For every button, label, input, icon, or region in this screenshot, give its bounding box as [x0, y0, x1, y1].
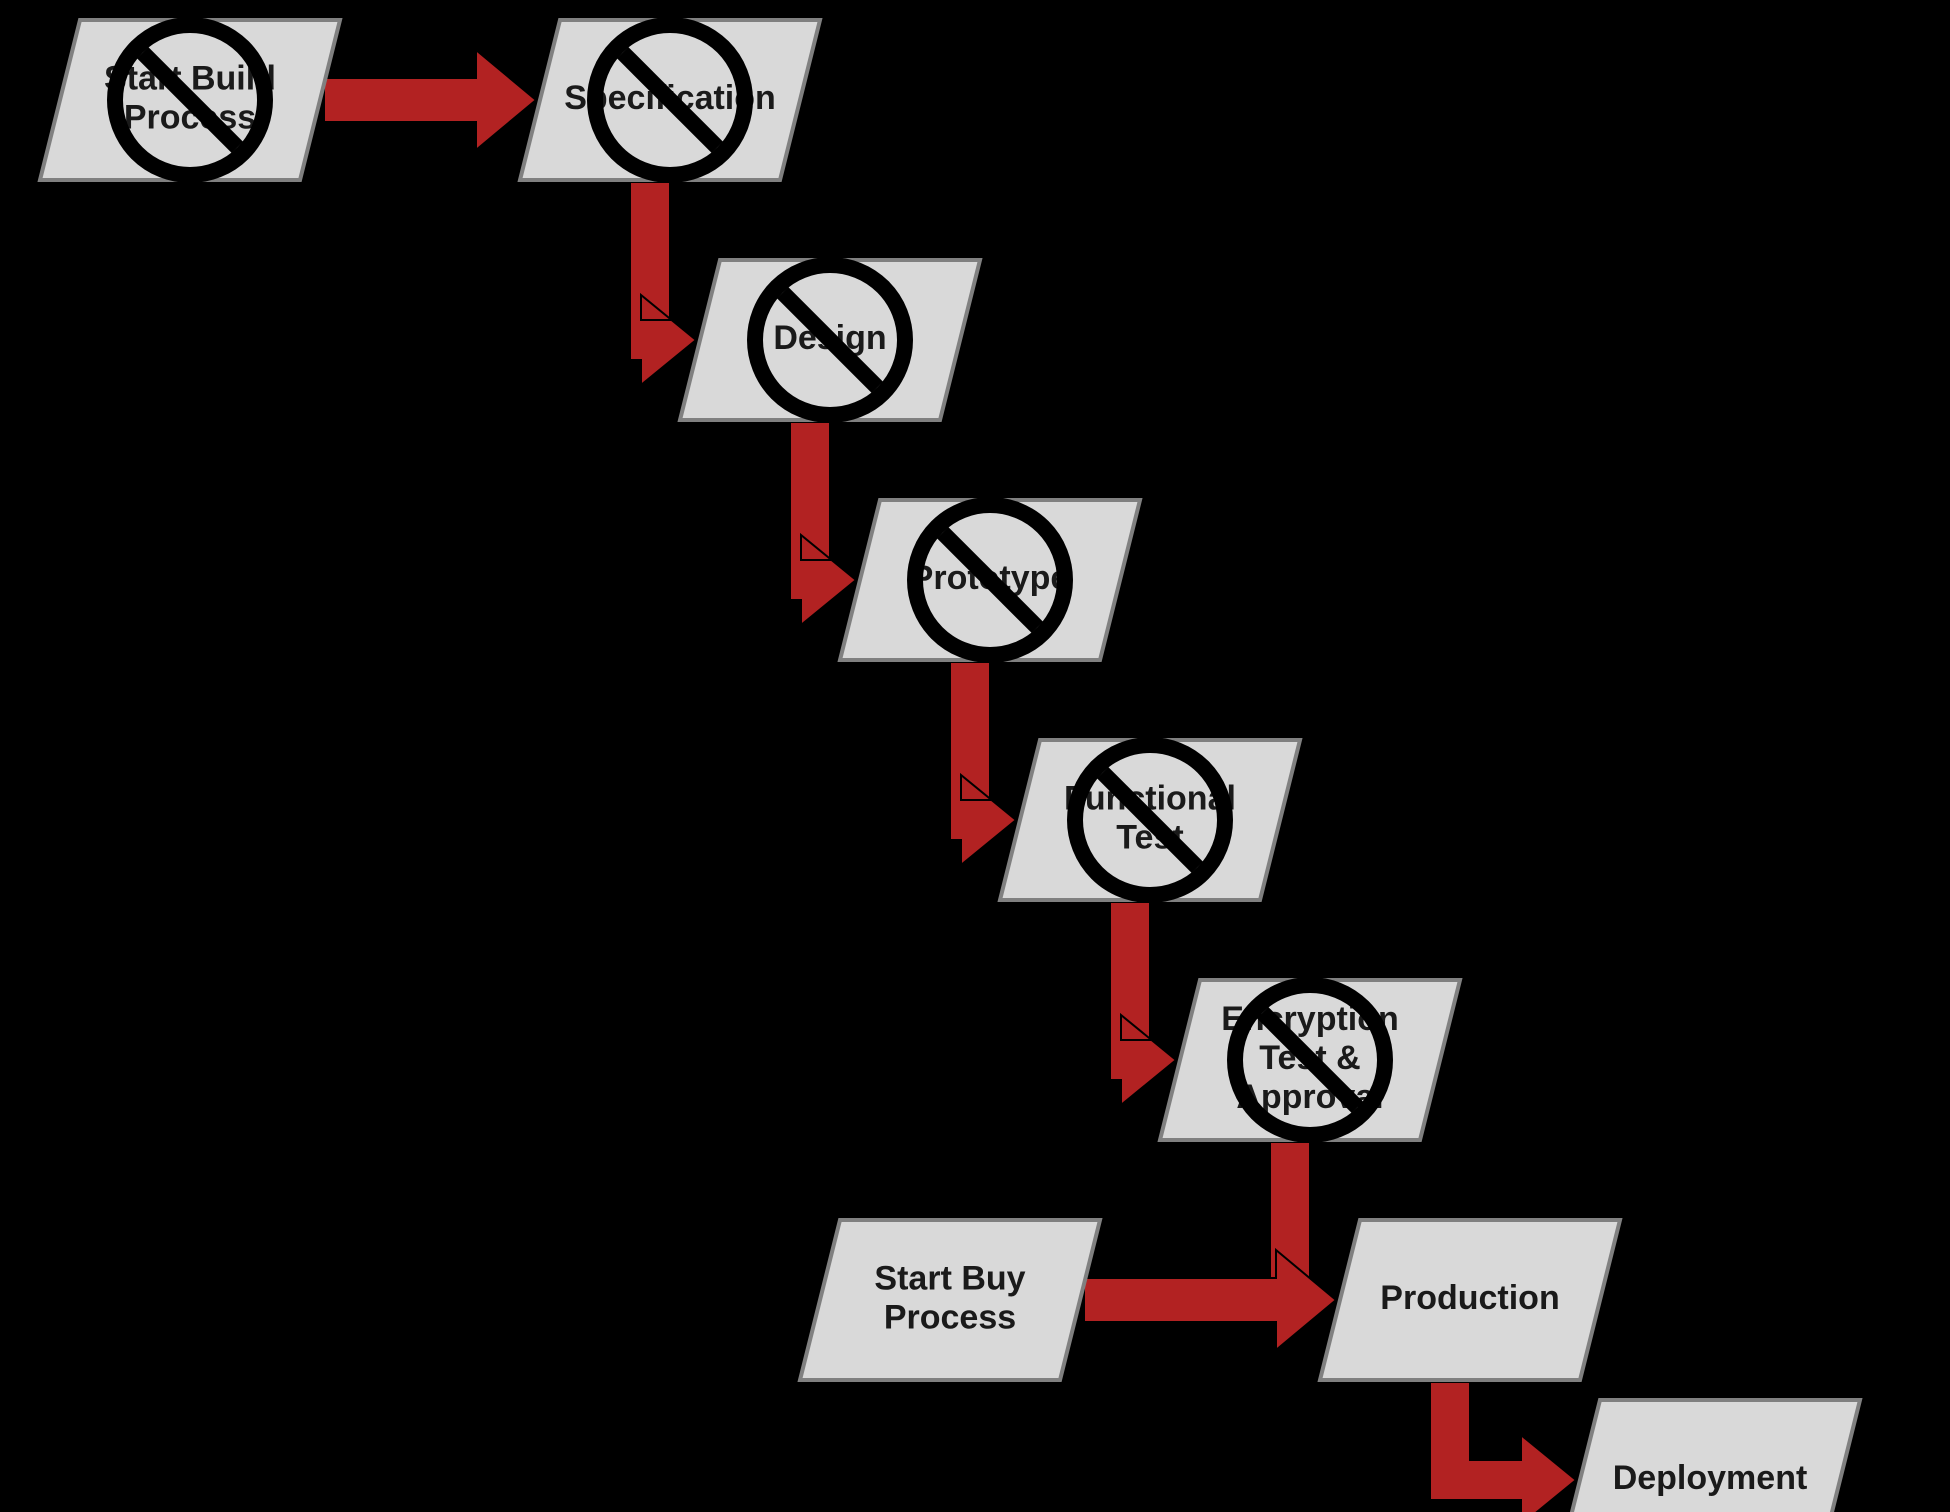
node-deployment-label-line-0: Deployment: [1613, 1459, 1808, 1497]
node-start-buy: Start BuyProcess: [800, 1220, 1100, 1380]
node-start-buy-label-line-0: Start Buy: [874, 1259, 1025, 1297]
node-deployment: Deployment: [1560, 1400, 1860, 1512]
node-production-label-line-0: Production: [1380, 1279, 1559, 1317]
node-start-buy-label-line-1: Process: [884, 1299, 1016, 1337]
node-production: Production: [1320, 1220, 1620, 1380]
